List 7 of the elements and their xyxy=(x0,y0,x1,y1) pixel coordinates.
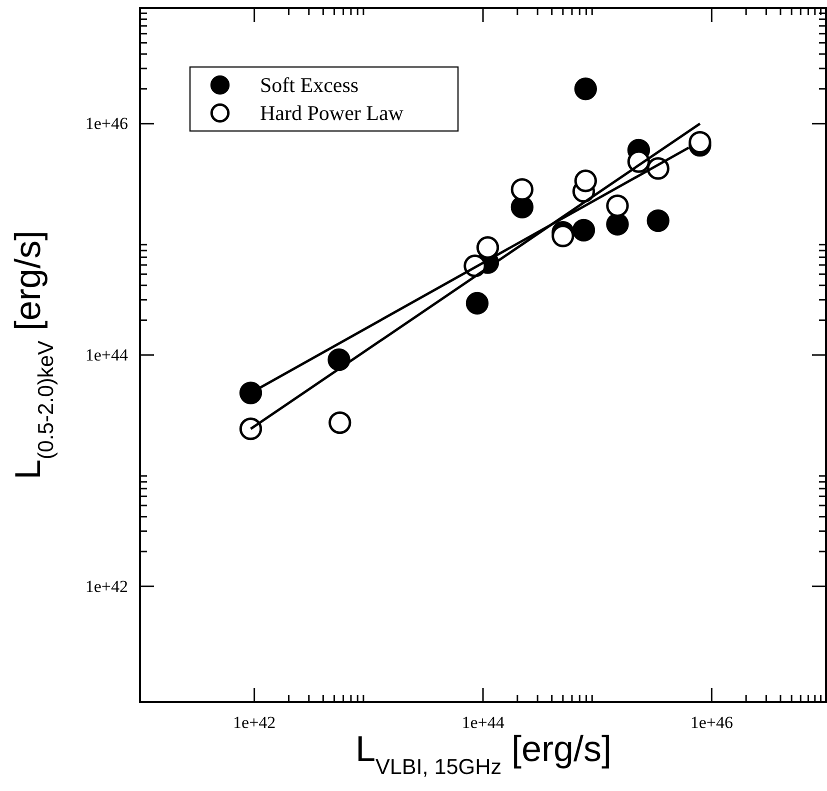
y-tick-label: 1e+44 xyxy=(85,345,128,364)
x-tick-label: 1e+42 xyxy=(233,713,276,732)
y-tick-label: 1e+42 xyxy=(85,576,128,596)
legend-label: Soft Excess xyxy=(260,73,359,97)
legend-label: Hard Power Law xyxy=(260,101,404,125)
x-tick-label: 1e+46 xyxy=(690,713,733,732)
y-tick-label: 1e+46 xyxy=(85,114,128,134)
